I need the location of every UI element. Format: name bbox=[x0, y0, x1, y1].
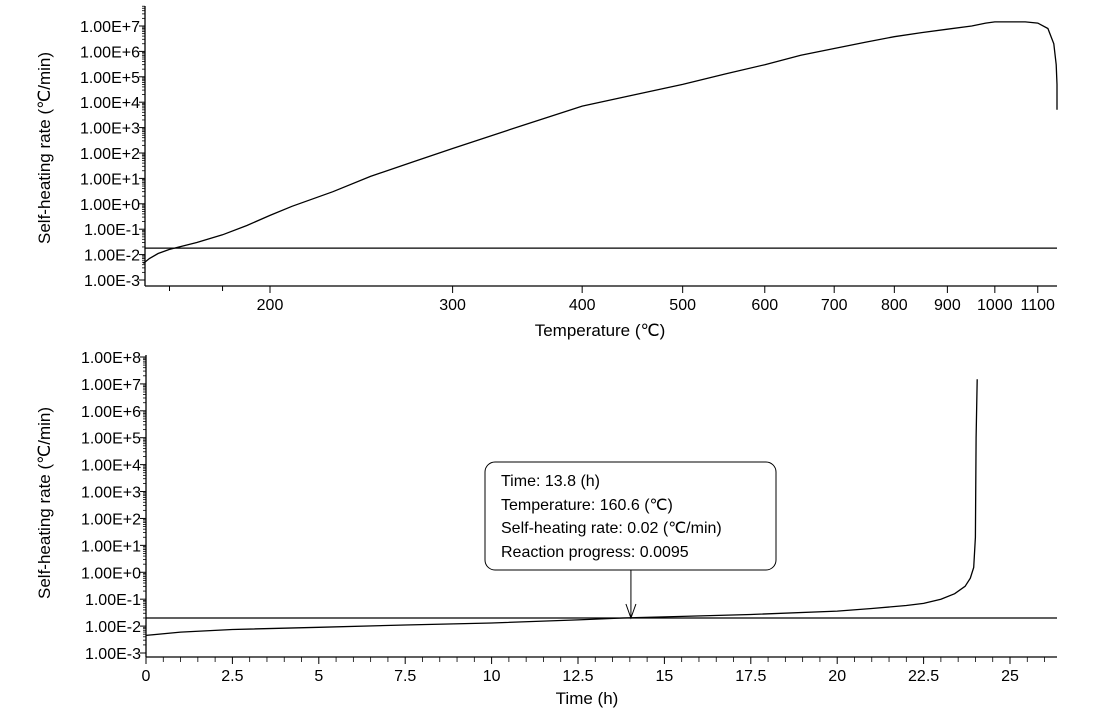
y-tick-label: 1.00E+3 bbox=[80, 121, 140, 138]
y-tick-label: 1.00E-3 bbox=[85, 646, 141, 663]
x-tick-label: 15 bbox=[656, 668, 674, 685]
x-tick-label: 800 bbox=[881, 297, 908, 314]
x-tick-label: 300 bbox=[439, 297, 466, 314]
y-tick-label: 1.00E+8 bbox=[81, 350, 141, 367]
bottom-x-axis-title: Time (h) bbox=[556, 689, 619, 708]
y-tick-label: 1.00E+3 bbox=[81, 485, 141, 502]
y-tick-label: 1.00E+2 bbox=[80, 146, 140, 163]
annotation-progress: Reaction progress: 0.0095 bbox=[501, 544, 689, 561]
y-tick-label: 1.00E+4 bbox=[80, 95, 140, 112]
x-tick-label: 17.5 bbox=[735, 668, 766, 685]
temperature-plot: 1.00E-3 1.00E-2 1.00E-1 1.00E+0 1.00E+1 1.00E… bbox=[80, 5, 1058, 314]
x-tick-label: 900 bbox=[934, 297, 961, 314]
x-tick-label: 20 bbox=[828, 668, 846, 685]
y-tick-label: 1.00E+1 bbox=[81, 538, 141, 555]
y-tick-label: 1.00E+5 bbox=[81, 431, 141, 448]
annotation-temperature: Temperature: 160.6 (℃) bbox=[501, 497, 673, 514]
y-tick-label: 1.00E+5 bbox=[80, 70, 140, 87]
data-series-line bbox=[142, 21, 1058, 264]
top-y-axis-title: Self-heating rate (℃/min) bbox=[35, 52, 54, 244]
y-tick-label: 1.00E+4 bbox=[81, 458, 141, 475]
x-tick-label: 22.5 bbox=[908, 668, 939, 685]
x-tick-label: 1100 bbox=[1021, 297, 1056, 314]
time-plot: 1.00E-3 1.00E-2 1.00E-1 1.00E+0 1.00E+1 1.00E… bbox=[81, 350, 1057, 685]
y-tick-label: 1.00E+1 bbox=[80, 171, 140, 188]
x-tick-label: 700 bbox=[821, 297, 848, 314]
y-tick-label: 1.00E-2 bbox=[85, 619, 141, 636]
x-tick-label: 5 bbox=[314, 668, 323, 685]
x-tick-label: 12.5 bbox=[562, 668, 593, 685]
annotation-time: Time: 13.8 (h) bbox=[501, 473, 600, 490]
x-tick-label: 25 bbox=[1001, 668, 1019, 685]
x-tick-label: 600 bbox=[751, 297, 778, 314]
y-tick-label: 1.00E+7 bbox=[80, 19, 140, 36]
y-tick-label: 1.00E+0 bbox=[81, 565, 141, 582]
x-tick-label: 400 bbox=[569, 297, 596, 314]
x-tick-label: 10 bbox=[483, 668, 501, 685]
x-tick-label: 500 bbox=[669, 297, 696, 314]
data-series-line bbox=[145, 379, 978, 637]
x-tick-label: 0 bbox=[142, 668, 151, 685]
x-tick-label: 1000 bbox=[977, 297, 1013, 314]
y-tick-label: 1.00E+0 bbox=[80, 197, 140, 214]
y-tick-label: 1.00E-1 bbox=[85, 592, 141, 609]
y-tick-label: 1.00E+7 bbox=[81, 377, 141, 394]
y-tick-label: 1.00E-3 bbox=[84, 273, 140, 290]
x-tick-label: 7.5 bbox=[394, 668, 416, 685]
y-tick-label: 1.00E+6 bbox=[81, 404, 141, 421]
y-tick-label: 1.00E-1 bbox=[84, 222, 140, 239]
y-tick-label: 1.00E-2 bbox=[84, 248, 140, 265]
bottom-y-axis-title: Self-heating rate (℃/min) bbox=[35, 407, 54, 599]
x-tick-label: 200 bbox=[257, 297, 284, 314]
y-tick-label: 1.00E+2 bbox=[81, 511, 141, 528]
top-x-axis-title: Temperature (℃) bbox=[535, 321, 666, 340]
y-tick-label: 1.00E+6 bbox=[80, 44, 140, 61]
x-tick-label: 2.5 bbox=[221, 668, 243, 685]
annotation-rate: Self-heating rate: 0.02 (℃/min) bbox=[501, 520, 722, 537]
annotation-arrow-head bbox=[625, 603, 637, 620]
annotation-callout: Time: 13.8 (h) Temperature: 160.6 (℃) Se… bbox=[484, 461, 777, 571]
